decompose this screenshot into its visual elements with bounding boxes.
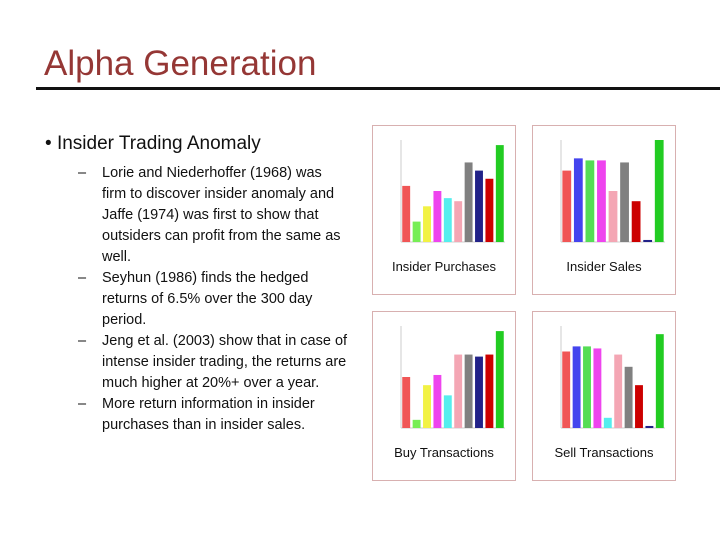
bar-chart — [560, 326, 665, 429]
bar — [402, 185, 411, 242]
bar — [433, 191, 442, 242]
sub-bullets: Lorie and Niederhoffer (1968) was firm t… — [74, 163, 349, 436]
bar-chart — [560, 140, 665, 243]
bar-chart — [400, 140, 505, 243]
bar — [631, 201, 641, 242]
bar — [608, 191, 618, 242]
bar — [433, 374, 442, 428]
bar — [572, 346, 581, 428]
bar — [412, 221, 421, 242]
figure: Insider Purchases — [372, 125, 516, 295]
bar — [485, 178, 494, 242]
bar — [412, 419, 421, 428]
bar — [454, 354, 463, 428]
title-rule — [36, 87, 720, 90]
figure: Buy Transactions — [372, 311, 516, 481]
bar — [624, 366, 633, 428]
bar — [475, 356, 483, 428]
bar — [402, 377, 411, 428]
bar — [562, 351, 571, 428]
bar — [635, 385, 643, 428]
bar — [655, 334, 664, 428]
caption: Insider Sales — [566, 259, 642, 274]
figure: Sell Transactions — [532, 311, 676, 481]
sub-bullet: More return information in insider purch… — [74, 394, 349, 436]
sub-bullet: Jeng et al. (2003) show that in case of … — [74, 331, 349, 394]
bar — [443, 198, 452, 242]
bar — [495, 145, 504, 242]
bar — [643, 239, 653, 242]
bar — [597, 160, 606, 242]
sub-bullet: Seyhun (1986) finds the hedged returns o… — [74, 268, 349, 331]
bar — [423, 206, 431, 242]
bar-chart — [400, 326, 505, 429]
bar — [620, 162, 629, 242]
bar — [593, 348, 602, 428]
bar — [443, 395, 452, 428]
bar — [485, 354, 494, 428]
sub-bullet: Lorie and Niederhoffer (1968) was firm t… — [74, 163, 349, 268]
figure: Insider Sales — [532, 125, 676, 295]
bar — [645, 425, 654, 428]
bar — [423, 385, 431, 428]
bullet-text: Insider Trading Anomaly — [56, 133, 261, 154]
bar — [614, 354, 623, 428]
caption: Insider Purchases — [391, 259, 497, 274]
bar — [464, 354, 473, 428]
caption: Buy Transactions — [394, 445, 494, 460]
bar — [654, 140, 664, 242]
bar — [573, 158, 583, 242]
caption: Sell Transactions — [554, 445, 654, 460]
bullet: • Insider Trading Anomaly — [45, 133, 261, 154]
bar — [562, 170, 572, 242]
title: Alpha Generation — [44, 44, 317, 83]
bar — [454, 201, 463, 242]
bar — [583, 346, 591, 428]
bar — [585, 160, 595, 242]
bar — [475, 170, 483, 242]
bar — [464, 162, 473, 242]
bar — [603, 417, 612, 428]
bar — [495, 331, 504, 428]
